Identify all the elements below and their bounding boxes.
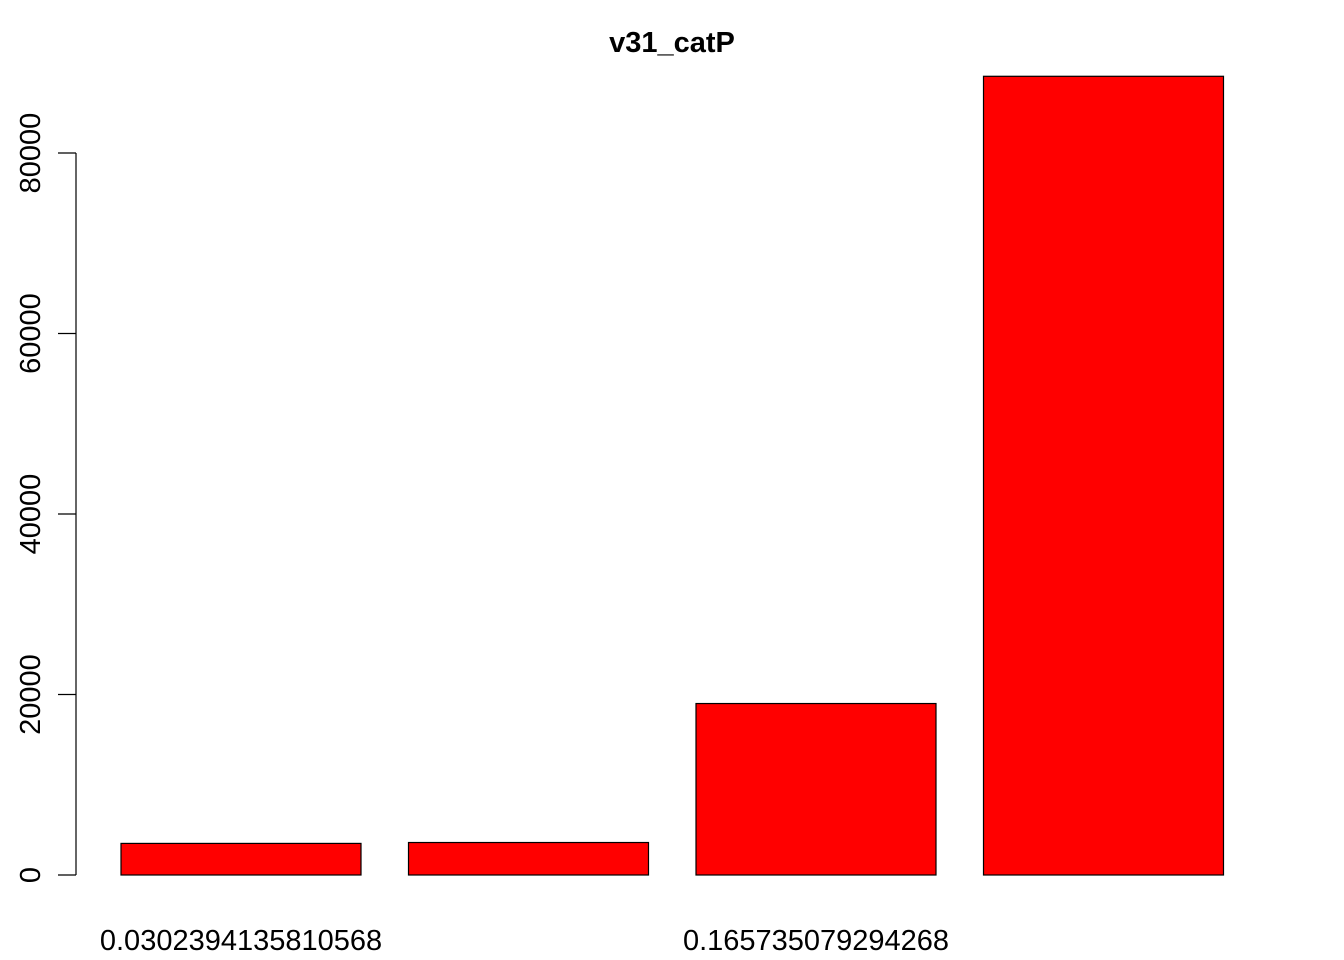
x-tick-label: 0.0302394135810568 [100,925,382,957]
bars [120,75,1225,876]
y-tick-label: 40000 [15,474,47,555]
bar [407,841,650,876]
y-tick-label: 80000 [15,113,47,194]
y-tick-label: 60000 [15,293,47,374]
x-tick-label: 0.165735079294268 [683,925,949,957]
chart-title: v31_catP [609,27,735,59]
y-tick-label: 20000 [15,654,47,735]
bar [982,75,1225,876]
y-tick-label: 0 [15,867,47,883]
y-axis: 0 20000 40000 60000 80000 [15,113,77,883]
x-axis-labels: 0.0302394135810568 0.165735079294268 [100,925,949,957]
bar [120,842,362,876]
bar [695,702,937,876]
